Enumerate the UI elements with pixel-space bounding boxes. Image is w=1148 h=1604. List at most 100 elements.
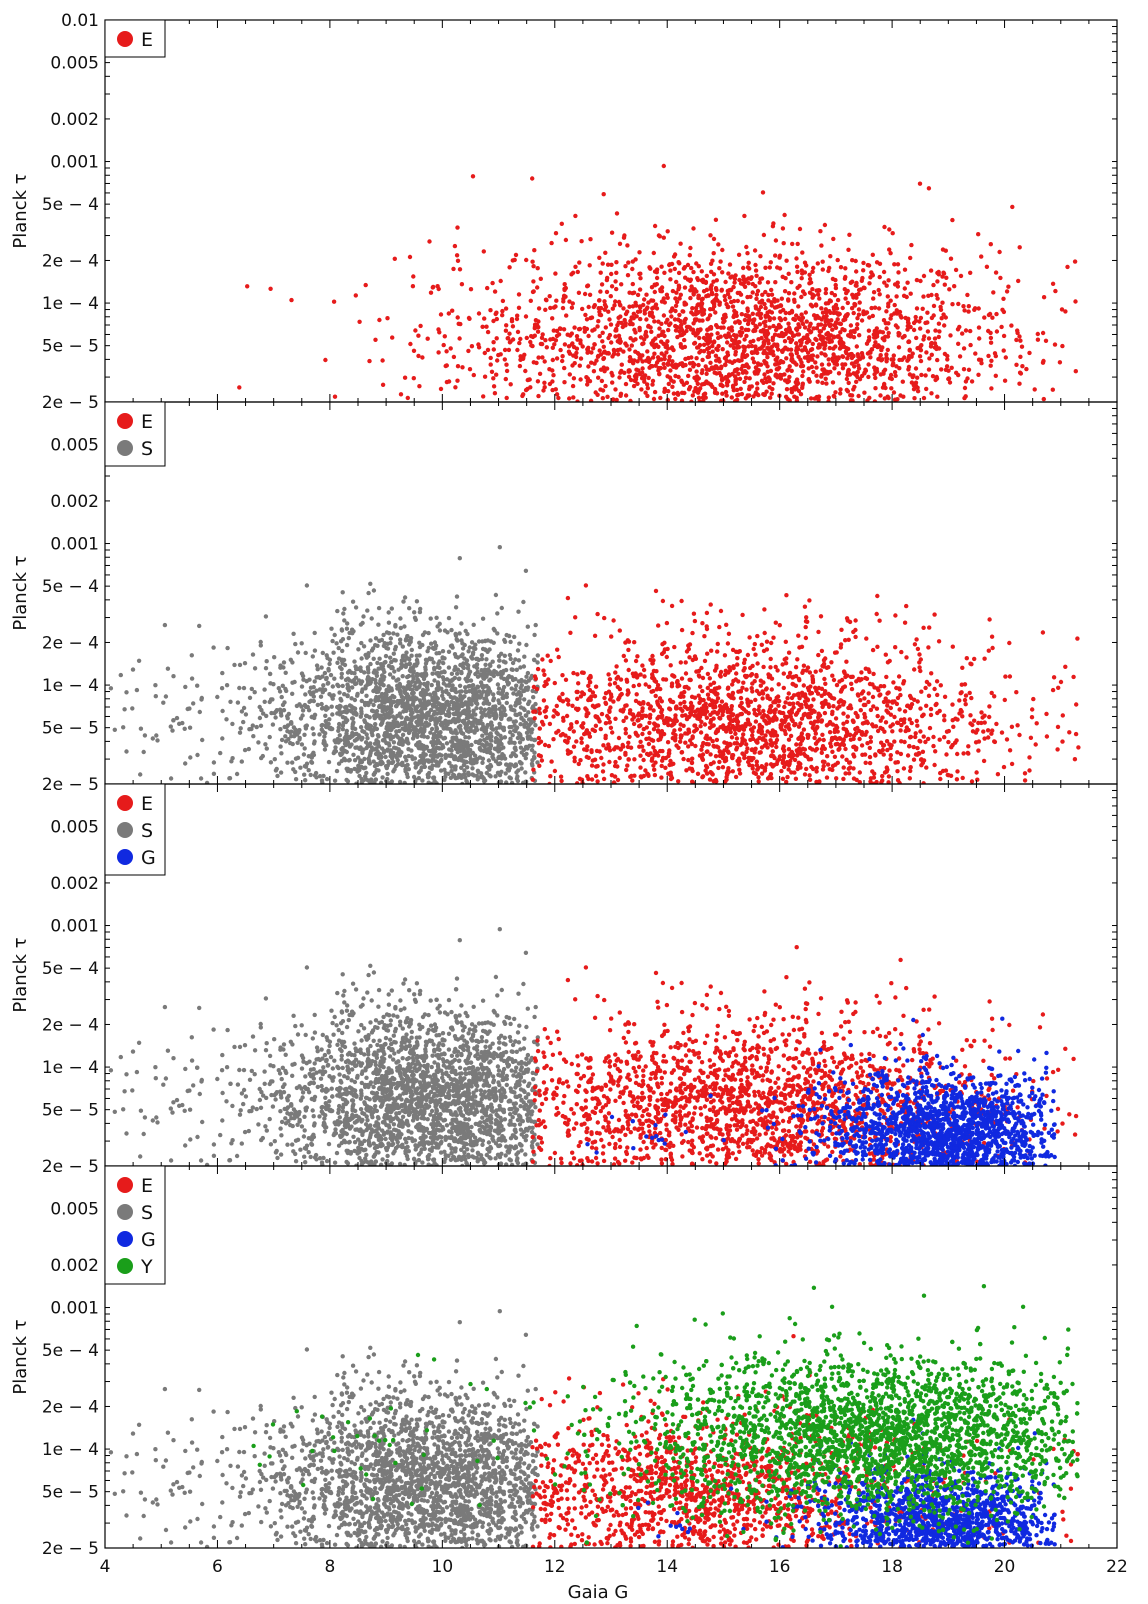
point-E — [631, 311, 636, 316]
point-E — [888, 372, 894, 378]
point-E — [875, 344, 880, 350]
point-E — [856, 307, 862, 312]
point-S — [453, 756, 459, 762]
point-E — [840, 305, 845, 311]
point-S — [457, 689, 463, 694]
point-E — [775, 367, 780, 372]
point-S — [394, 746, 399, 751]
point-S — [437, 650, 442, 656]
point-S — [455, 638, 460, 643]
point-E — [646, 375, 651, 381]
point-E — [807, 773, 812, 778]
point-S — [519, 750, 524, 755]
plot-frame — [104, 19, 1118, 403]
point-E — [753, 391, 758, 396]
point-S — [498, 691, 503, 696]
point-E — [690, 393, 695, 398]
point-E — [684, 768, 689, 773]
point-E — [492, 289, 498, 294]
point-E — [622, 323, 627, 328]
point-E — [814, 373, 819, 378]
point-S — [499, 651, 504, 656]
point-S — [358, 714, 363, 719]
point-E — [813, 316, 818, 321]
point-S — [529, 730, 534, 735]
point-E — [845, 372, 850, 378]
point-E — [490, 280, 495, 286]
point-S — [224, 717, 229, 722]
point-E — [614, 270, 619, 275]
point-E — [695, 276, 700, 281]
point-S — [461, 772, 467, 777]
point-E — [454, 253, 460, 258]
point-S — [225, 645, 230, 651]
point-E — [504, 368, 510, 374]
point-E — [884, 326, 889, 331]
point-S — [285, 760, 290, 765]
point-S — [393, 644, 398, 650]
point-S — [493, 736, 499, 741]
point-E — [745, 251, 750, 256]
point-E — [891, 361, 896, 366]
point-E — [753, 697, 758, 703]
point-E — [773, 238, 779, 243]
point-E — [616, 338, 622, 343]
point-S — [319, 701, 324, 707]
point-E — [811, 265, 816, 271]
point-E — [662, 353, 667, 358]
point-S — [466, 735, 472, 740]
point-E — [591, 369, 597, 374]
point-E — [672, 266, 677, 272]
point-E — [659, 264, 664, 269]
point-S — [330, 712, 335, 717]
point-S — [446, 702, 452, 708]
point-S — [499, 714, 504, 720]
point-E — [919, 343, 924, 348]
point-E — [670, 359, 675, 364]
point-S — [480, 616, 486, 621]
point-S — [170, 728, 175, 733]
point-E — [775, 347, 781, 352]
point-E — [791, 333, 797, 338]
point-E — [616, 315, 621, 320]
point-E — [819, 351, 824, 356]
point-E — [805, 333, 810, 338]
point-E — [679, 378, 684, 383]
point-E — [1001, 348, 1006, 353]
point-E — [844, 387, 849, 393]
point-E — [719, 364, 724, 369]
point-E — [805, 350, 811, 355]
point-S — [303, 778, 308, 783]
point-S — [398, 616, 403, 621]
point-S — [264, 659, 269, 664]
point-E — [844, 290, 849, 296]
point-S — [535, 760, 540, 765]
point-S — [354, 736, 360, 742]
point-S — [344, 766, 349, 771]
point-E — [790, 241, 795, 247]
point-E — [569, 305, 575, 310]
point-E — [763, 305, 768, 311]
point-E — [884, 283, 889, 288]
point-E — [935, 357, 940, 363]
point-E — [866, 328, 872, 333]
point-E — [819, 362, 825, 367]
point-S — [373, 680, 378, 686]
point-S — [444, 712, 449, 718]
point-E — [928, 344, 934, 349]
point-S — [407, 606, 412, 611]
point-E — [644, 358, 649, 363]
point-S — [476, 739, 481, 744]
point-S — [366, 670, 371, 675]
point-E — [711, 236, 717, 242]
point-S — [463, 628, 468, 634]
point-E — [574, 350, 579, 356]
point-E — [939, 367, 944, 372]
point-S — [211, 771, 217, 776]
point-S — [428, 730, 433, 735]
point-S — [435, 682, 441, 687]
point-E — [504, 395, 509, 401]
point-E — [377, 317, 382, 323]
point-S — [480, 685, 486, 690]
point-S — [355, 769, 360, 774]
